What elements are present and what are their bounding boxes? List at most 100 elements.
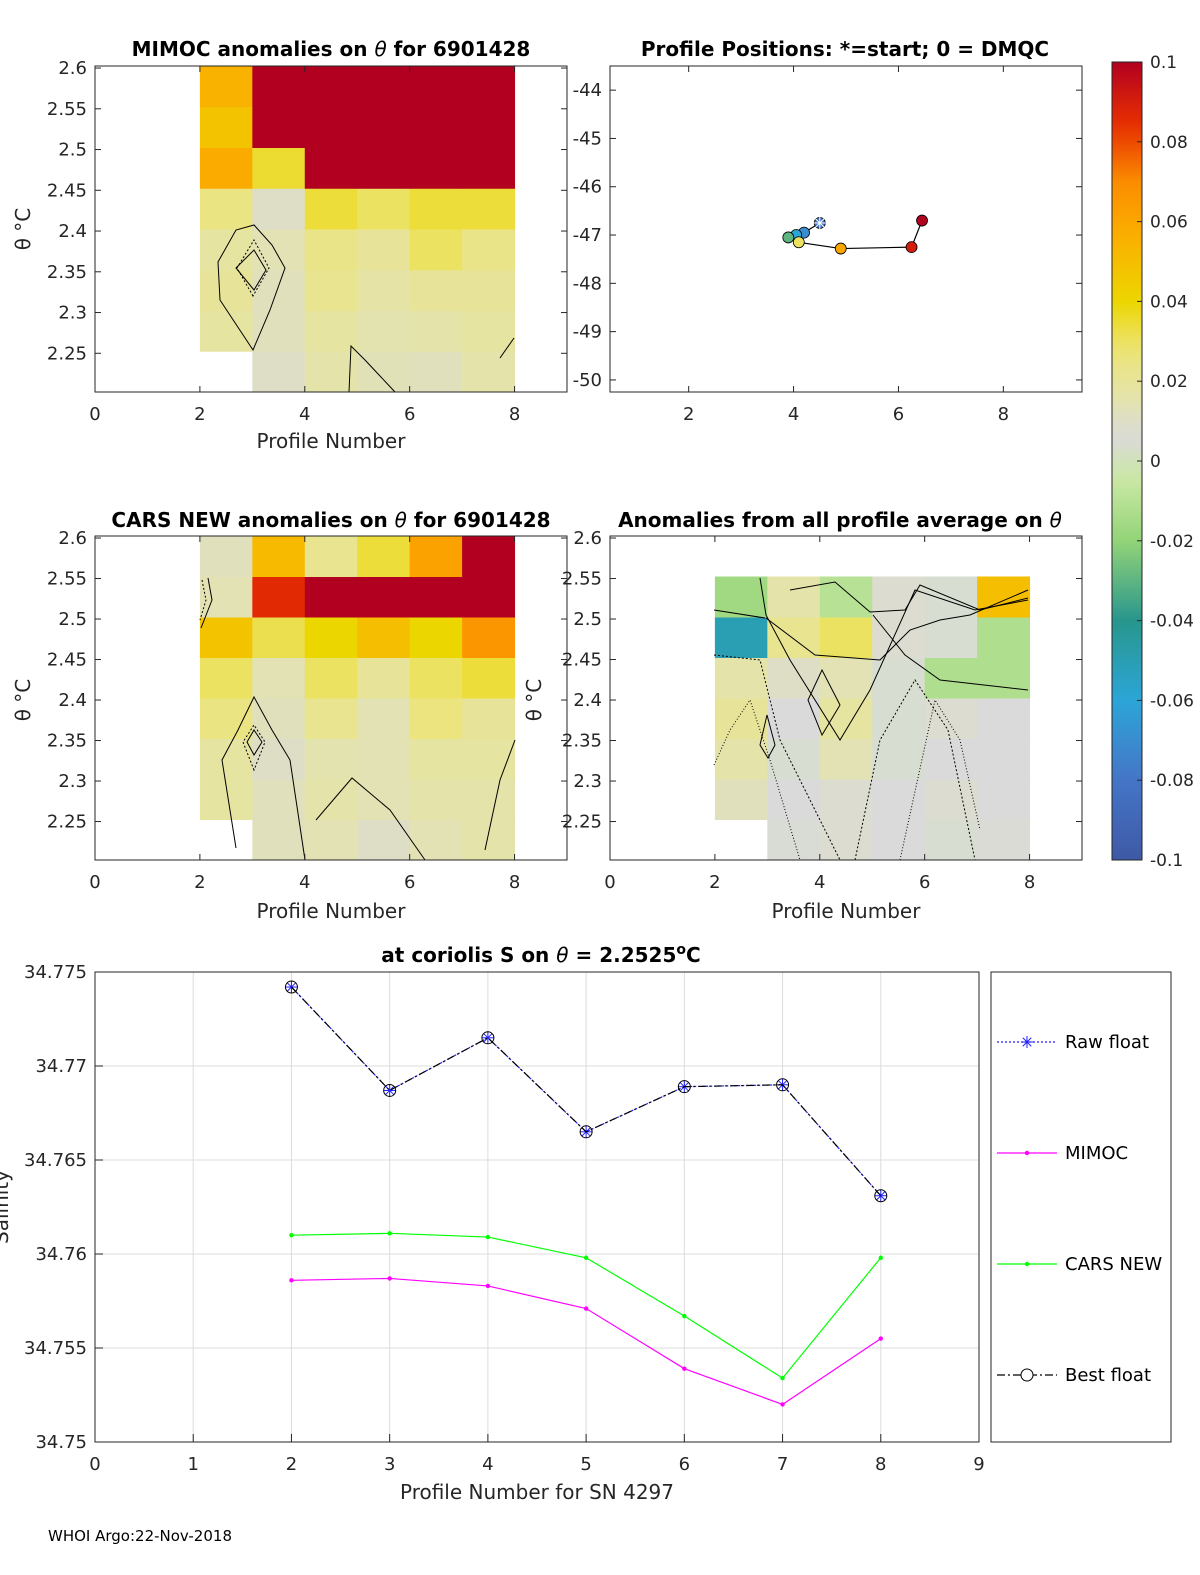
y-tick-label: 2.5 bbox=[58, 140, 87, 161]
heatmap-cell bbox=[304, 229, 358, 271]
heatmap-cell bbox=[924, 576, 978, 618]
contour-line bbox=[236, 238, 270, 298]
heatmap-cell bbox=[462, 66, 516, 108]
heatmap-cell bbox=[252, 576, 306, 618]
y-tick-label: 34.77 bbox=[35, 1056, 87, 1077]
heatmap-cell bbox=[924, 738, 978, 780]
avg-axes: 0 2 4 6 8 2.25 2.3 2.35 2.4 2.45 2.5 2.55 2.6 bbox=[562, 528, 1082, 893]
contour-line bbox=[872, 614, 1029, 691]
heatmap-cell bbox=[357, 351, 411, 393]
x-tick-label: 8 bbox=[1024, 872, 1035, 893]
y-tick-label: 2.4 bbox=[58, 221, 87, 242]
salinity-series bbox=[284, 980, 888, 1407]
x-tick-label: 6 bbox=[404, 872, 415, 893]
heatmap-cell bbox=[252, 819, 306, 861]
heatmap-cell bbox=[304, 66, 358, 108]
raw-float-point bbox=[385, 1085, 395, 1096]
heatmap-cell bbox=[462, 106, 516, 148]
best-float-point bbox=[874, 1189, 888, 1203]
colorbar-tick-label: 0.1 bbox=[1150, 53, 1177, 73]
heatmap-cell bbox=[872, 819, 926, 861]
legend-label: Raw float bbox=[1065, 1032, 1149, 1053]
heatmap-cell bbox=[409, 310, 463, 352]
y-tick-label: 2.6 bbox=[58, 528, 87, 549]
best-float-point bbox=[677, 1080, 691, 1094]
x-tick-label: 4 bbox=[814, 872, 825, 893]
salinity-ylabel: Salinity bbox=[0, 1170, 13, 1244]
heatmap-cell bbox=[357, 229, 411, 271]
legend-label: Best float bbox=[1065, 1365, 1151, 1386]
x-tick-label: 2 bbox=[194, 404, 205, 425]
heatmap-cell bbox=[357, 188, 411, 230]
heatmap-cell bbox=[304, 269, 358, 311]
mimoc-contours bbox=[217, 224, 515, 393]
x-tick-label: 8 bbox=[509, 404, 520, 425]
y-tick-label: 2.4 bbox=[573, 690, 602, 711]
heatmap-cell bbox=[409, 738, 463, 780]
cars-contours bbox=[199, 577, 516, 861]
profile-position-marker bbox=[834, 242, 847, 255]
x-tick-label: 5 bbox=[580, 1454, 591, 1475]
contour-line bbox=[713, 609, 766, 619]
x-tick-label: 1 bbox=[187, 1454, 198, 1475]
heatmap-cell bbox=[462, 657, 516, 699]
positions-title: Profile Positions: *=start; 0 = DMQC bbox=[641, 37, 1049, 61]
heatmap-cell bbox=[409, 106, 463, 148]
heatmap-cell bbox=[767, 698, 821, 739]
heatmap-cell bbox=[462, 698, 516, 739]
salinity-title: at coriolis S on θ = 2.2525oC bbox=[381, 942, 700, 967]
heatmap-cell bbox=[199, 269, 253, 311]
mimoc-cells bbox=[199, 66, 516, 393]
heatmap-cell bbox=[924, 617, 978, 658]
series-line-best-float bbox=[291, 986, 882, 1197]
heatmap-cell bbox=[714, 698, 768, 739]
x-tick-label: 2 bbox=[286, 1454, 297, 1475]
y-tick-label: -48 bbox=[573, 273, 602, 294]
y-tick-label: 34.75 bbox=[35, 1432, 87, 1453]
y-tick-label: 2.3 bbox=[573, 771, 602, 792]
heatmap-cell bbox=[252, 657, 306, 699]
heatmap-cell bbox=[819, 738, 873, 780]
start-star-marker bbox=[815, 218, 825, 228]
heatmap-cell bbox=[357, 738, 411, 780]
y-tick-label: 2.35 bbox=[47, 731, 87, 752]
contour-line bbox=[200, 577, 213, 629]
heatmap-cell bbox=[199, 229, 253, 271]
heatmap-cell bbox=[924, 698, 978, 739]
heatmap-cell bbox=[199, 536, 253, 577]
colorbar-tick-label: 0.02 bbox=[1150, 372, 1188, 392]
heatmap-cell bbox=[462, 617, 516, 658]
cars-ylabel: θ °C bbox=[11, 679, 35, 722]
best-float-point bbox=[284, 980, 298, 994]
avg-ylabel: θ °C bbox=[522, 679, 546, 722]
x-tick-label: 2 bbox=[709, 872, 720, 893]
heatmap-cell bbox=[357, 617, 411, 658]
heatmap-cell bbox=[199, 698, 253, 739]
colorbar-tick-label: 0.08 bbox=[1150, 133, 1188, 153]
heatmap-cell bbox=[462, 188, 516, 230]
heatmap-cell bbox=[252, 147, 306, 189]
heatmap-cell bbox=[199, 106, 253, 148]
contour-line bbox=[759, 714, 776, 760]
heatmap-cell bbox=[767, 819, 821, 861]
heatmap-cell bbox=[767, 576, 821, 618]
salinity-xlabel: Profile Number for SN 4297 bbox=[400, 1480, 674, 1504]
data-point bbox=[682, 1313, 687, 1319]
x-tick-label: 6 bbox=[893, 404, 904, 425]
heatmap-cell bbox=[252, 106, 306, 148]
mimoc-title: MIMOC anomalies on θ for 6901428 bbox=[132, 37, 531, 61]
mimoc-axes-box bbox=[94, 65, 568, 393]
positions-track bbox=[782, 214, 928, 255]
contour-line bbox=[348, 344, 396, 393]
panel-positions: Profile Positions: *=start; 0 = DMQC 2 4 6… bbox=[573, 37, 1083, 425]
best-float-point bbox=[383, 1083, 397, 1097]
heatmap-cell bbox=[304, 738, 358, 780]
y-tick-label: 2.3 bbox=[58, 303, 87, 324]
heatmap-cell bbox=[409, 351, 463, 393]
heatmap-cell bbox=[304, 576, 358, 618]
heatmap-cell bbox=[977, 617, 1031, 658]
y-tick-label: 34.76 bbox=[35, 1244, 87, 1265]
salinity-axes-box bbox=[94, 971, 980, 1443]
y-tick-label: 2.45 bbox=[47, 180, 87, 201]
y-tick-label: 34.755 bbox=[24, 1338, 87, 1359]
